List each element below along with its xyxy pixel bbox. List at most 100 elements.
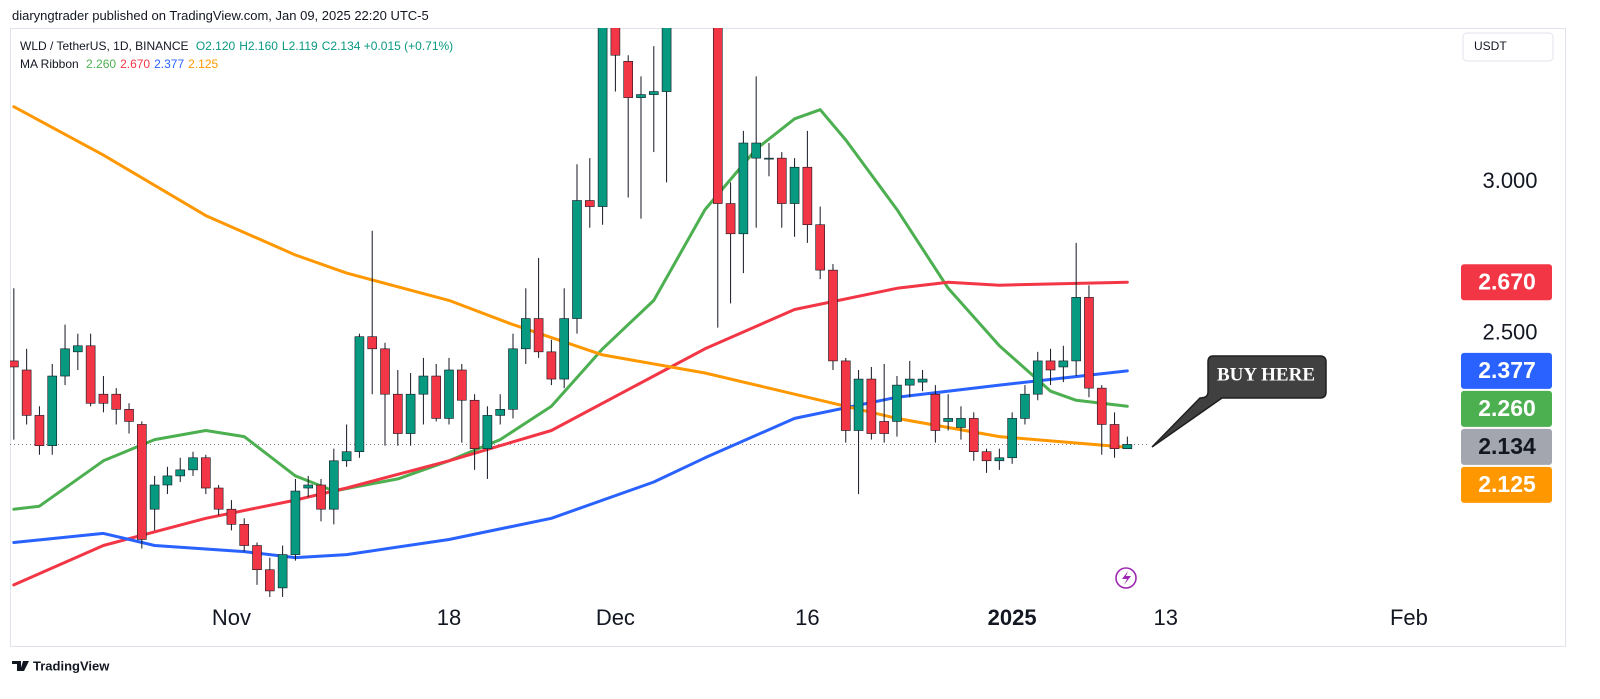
candle-body — [661, 28, 672, 92]
candle-body — [751, 142, 761, 159]
candle-body — [968, 418, 979, 453]
callout-text: BUY HERE — [1217, 364, 1315, 385]
candle-body — [572, 200, 582, 319]
candle-body — [533, 318, 544, 353]
candle-body — [175, 469, 186, 477]
price-badge — [1461, 352, 1552, 389]
ma-value: 2.377 — [154, 57, 185, 71]
callout: BUY HERE — [1151, 355, 1327, 448]
ma-line — [12, 280, 1129, 587]
y-tick-label: 2.500 — [1482, 319, 1537, 344]
candle-body — [10, 360, 19, 368]
candle-body — [1032, 360, 1043, 395]
candle-body — [738, 142, 749, 235]
candle-body — [85, 345, 96, 404]
price-badge — [1461, 390, 1552, 427]
candle-body — [610, 28, 621, 56]
candle-body — [444, 369, 454, 419]
candle-body — [623, 60, 633, 98]
icon-bolt — [1122, 571, 1131, 585]
plot-area — [10, 28, 1150, 597]
candle-body — [124, 409, 134, 422]
ma-line — [12, 108, 1129, 511]
candle-body — [226, 508, 237, 525]
x-tick-label: 2025 — [988, 605, 1037, 630]
ma-values: 2.260 2.670 2.377 2.125 — [82, 57, 218, 71]
candle-body — [341, 451, 352, 462]
candle-body — [840, 360, 851, 431]
ohlc-item: O2.120 — [195, 39, 236, 53]
candle-body — [508, 348, 518, 410]
candle-body — [956, 418, 966, 428]
candle-body — [265, 569, 275, 592]
candle-body — [597, 28, 608, 207]
candle-body — [1071, 297, 1081, 362]
ma-line — [12, 369, 1129, 560]
candle-body — [943, 418, 953, 422]
published-line: diaryngtrader published on TradingView.c… — [12, 8, 429, 23]
candle-body — [648, 91, 659, 95]
candle-body — [354, 336, 365, 453]
legend-line: WLD / TetherUS, 1D, BINANCE O2.120 H2.160… — [20, 39, 453, 53]
candle-body — [994, 457, 1005, 462]
candle-body — [162, 475, 173, 486]
currency-box[interactable] — [1462, 32, 1554, 62]
candle-body — [892, 384, 902, 422]
candle-body — [303, 484, 314, 489]
candle-body — [393, 393, 403, 434]
candle-body — [546, 351, 557, 380]
candle-body — [201, 457, 211, 489]
candle-body — [1122, 444, 1133, 449]
candle-body — [111, 393, 122, 410]
y-tick-label: 3.000 — [1482, 168, 1537, 193]
x-tick-label: 13 — [1154, 605, 1178, 630]
candle-body — [98, 393, 109, 404]
price-badge-label: 2.125 — [1478, 471, 1536, 497]
ma-legend: MA Ribbon 2.260 2.670 2.377 2.125 — [20, 57, 218, 71]
ma-value: 2.125 — [188, 57, 219, 71]
candle-body — [188, 457, 198, 471]
icon-ring — [1115, 567, 1137, 589]
candle-body — [904, 378, 915, 386]
currency-label: USDT — [1474, 39, 1507, 53]
price-badge — [1461, 428, 1552, 465]
x-tick-label: Dec — [596, 605, 635, 630]
candle-body — [1109, 424, 1120, 449]
ohlc-item: H2.160 — [239, 39, 278, 53]
candle-body — [1045, 360, 1056, 371]
candle-body — [495, 409, 505, 416]
candle-body — [520, 318, 531, 350]
price-badge-label: 2.377 — [1478, 357, 1536, 383]
candle-body — [316, 484, 326, 510]
candle-body — [853, 378, 864, 431]
candle-body — [930, 393, 941, 431]
candle-body — [828, 269, 838, 362]
candle-body — [469, 399, 480, 449]
candle-body — [764, 157, 774, 160]
ma-value: 2.260 — [86, 57, 117, 71]
ohlc-item: C2.134 — [321, 39, 361, 53]
candle-body — [60, 348, 70, 377]
candle-body — [21, 369, 32, 416]
candle-body — [482, 415, 493, 449]
ma-line — [12, 105, 1129, 449]
callout-box — [1151, 355, 1327, 448]
chart-frame — [10, 28, 1566, 647]
candle-body — [213, 487, 224, 510]
candle-body — [584, 200, 595, 207]
candle-body — [725, 203, 736, 235]
x-tick-label: 16 — [795, 605, 819, 630]
candle-body — [418, 375, 429, 395]
candle-body — [405, 393, 416, 434]
candle-body — [47, 375, 58, 446]
candle-body — [380, 348, 390, 395]
candle-body — [34, 415, 45, 446]
x-tick-label: Nov — [212, 605, 251, 630]
price-badge-label: 2.260 — [1478, 395, 1536, 421]
ohlc-item: L2.119 — [281, 39, 318, 53]
price-badge-label: 2.670 — [1478, 268, 1536, 294]
ma-value: 2.670 — [120, 57, 151, 71]
candle-body — [149, 484, 160, 510]
candle-body — [367, 336, 378, 350]
